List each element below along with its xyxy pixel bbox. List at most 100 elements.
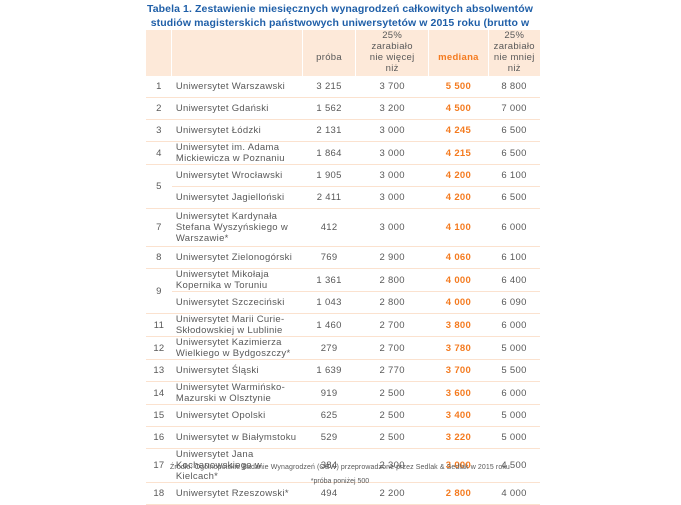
university-name: Uniwersytet Śląski bbox=[171, 359, 303, 382]
median-cell: 3 600 bbox=[428, 381, 489, 405]
median-cell: 3 800 bbox=[428, 313, 489, 337]
table-row: 18 Uniwersytet Rzeszowski* 494 2 200 2 8… bbox=[146, 482, 540, 505]
header-q1: 25% zarabiało nie więcej niż bbox=[355, 30, 430, 76]
table-row: Uniwersytet Jagielloński 2 411 3 000 4 2… bbox=[146, 186, 540, 209]
median-cell: 4 200 bbox=[428, 186, 489, 209]
rank-cell: 4 bbox=[146, 141, 172, 165]
header-sample: próba bbox=[302, 30, 356, 76]
table-header-row: próba 25% zarabiało nie więcej niż media… bbox=[146, 30, 540, 76]
q1-cell: 3 000 bbox=[355, 208, 429, 247]
sample-cell: 1 639 bbox=[302, 359, 356, 382]
rank-cell: 17 bbox=[146, 448, 172, 483]
q1-cell: 2 300 bbox=[355, 448, 429, 483]
sample-cell: 1 361 bbox=[302, 268, 356, 292]
median-cell: 3 000 bbox=[428, 448, 489, 483]
table-row: 16 Uniwersytet w Białymstoku 529 2 500 3… bbox=[146, 426, 540, 449]
q1-cell: 2 770 bbox=[355, 359, 429, 382]
q3-cell: 4 000 bbox=[488, 482, 540, 505]
q1-cell: 2 700 bbox=[355, 313, 429, 337]
rank-cell: 15 bbox=[146, 404, 172, 427]
q3-cell: 6 400 bbox=[488, 268, 540, 292]
median-cell: 3 400 bbox=[428, 404, 489, 427]
q1-cell: 2 200 bbox=[355, 482, 429, 505]
table-row: 15 Uniwersytet Opolski 625 2 500 3 400 5… bbox=[146, 404, 540, 427]
rank-cell: 18 bbox=[146, 482, 172, 505]
university-name: Uniwersytet Gdański bbox=[171, 97, 303, 120]
university-name: Uniwersytet Mikołaja Kopernika w Toruniu bbox=[171, 268, 303, 292]
median-cell: 4 215 bbox=[428, 141, 489, 165]
rank-cell: 14 bbox=[146, 381, 172, 405]
sample-cell: 494 bbox=[302, 482, 356, 505]
sample-cell: 384 bbox=[302, 448, 356, 483]
table-row: 14 Uniwersytet Warmińsko-Mazurski w Olsz… bbox=[146, 381, 540, 405]
sample-cell: 3 215 bbox=[302, 76, 356, 98]
table-row: 11 Uniwersytet Marii Curie-Skłodowskiej … bbox=[146, 313, 540, 337]
q3-cell: 5 000 bbox=[488, 426, 540, 449]
q3-cell: 5 500 bbox=[488, 359, 540, 382]
header-median: mediana bbox=[428, 30, 489, 76]
header-name bbox=[171, 30, 304, 76]
q1-cell: 3 000 bbox=[355, 119, 429, 142]
sample-cell: 2 411 bbox=[302, 186, 356, 209]
q1-cell: 2 500 bbox=[355, 404, 429, 427]
rank-cell: 5 bbox=[146, 164, 172, 209]
q1-cell: 3 000 bbox=[355, 186, 429, 209]
header-rank bbox=[146, 30, 173, 76]
median-cell: 3 700 bbox=[428, 359, 489, 382]
table-row: 2 Uniwersytet Gdański 1 562 3 200 4 500 … bbox=[146, 97, 540, 120]
q3-cell: 6 000 bbox=[488, 313, 540, 337]
table-row: 3 Uniwersytet Łódzki 2 131 3 000 4 245 6… bbox=[146, 119, 540, 142]
q1-cell: 3 000 bbox=[355, 164, 429, 187]
rank-cell: 2 bbox=[146, 97, 172, 120]
q1-cell: 3 000 bbox=[355, 141, 429, 165]
q1-cell: 3 200 bbox=[355, 97, 429, 120]
source-note: Źródło: Ogólnopolskie Badanie Wynagrodze… bbox=[170, 464, 510, 471]
median-cell: 4 060 bbox=[428, 246, 489, 269]
median-cell: 5 500 bbox=[428, 76, 489, 98]
median-cell: 4 100 bbox=[428, 208, 489, 247]
sample-cell: 1 562 bbox=[302, 97, 356, 120]
sample-cell: 625 bbox=[302, 404, 356, 427]
rank-cell: 8 bbox=[146, 246, 172, 269]
sample-cell: 1 905 bbox=[302, 164, 356, 187]
sample-cell: 529 bbox=[302, 426, 356, 449]
university-name: Uniwersytet Wrocławski bbox=[171, 164, 303, 187]
university-name: Uniwersytet w Białymstoku bbox=[171, 426, 303, 449]
q3-cell: 8 800 bbox=[488, 76, 540, 98]
q3-cell: 7 000 bbox=[488, 97, 540, 120]
median-cell: 4 500 bbox=[428, 97, 489, 120]
title-line-1: Tabela 1. Zestawienie miesięcznych wynag… bbox=[146, 3, 534, 15]
median-cell: 4 245 bbox=[428, 119, 489, 142]
rank-cell: 12 bbox=[146, 336, 172, 360]
sample-cell: 769 bbox=[302, 246, 356, 269]
rank-cell: 11 bbox=[146, 313, 172, 337]
sample-cell: 1 043 bbox=[302, 291, 356, 314]
q1-cell: 2 500 bbox=[355, 381, 429, 405]
table-row: 7 Uniwersytet Kardynała Stefana Wyszyńsk… bbox=[146, 208, 540, 247]
sample-cell: 1 460 bbox=[302, 313, 356, 337]
rank-cell: 7 bbox=[146, 208, 172, 247]
rank-cell: 13 bbox=[146, 359, 172, 382]
table-row: 5 Uniwersytet Wrocławski 1 905 3 000 4 2… bbox=[146, 164, 540, 209]
university-name: Uniwersytet Warszawski bbox=[171, 76, 303, 98]
q1-cell: 3 700 bbox=[355, 76, 429, 98]
median-cell: 4 200 bbox=[428, 164, 489, 187]
q3-cell: 6 100 bbox=[488, 164, 540, 187]
q3-cell: 6 000 bbox=[488, 208, 540, 247]
median-cell: 3 220 bbox=[428, 426, 489, 449]
university-name: Uniwersytet Jagielloński bbox=[171, 186, 303, 209]
sample-cell: 2 131 bbox=[302, 119, 356, 142]
median-cell: 3 780 bbox=[428, 336, 489, 360]
rank-cell: 16 bbox=[146, 426, 172, 449]
sample-cell: 1 864 bbox=[302, 141, 356, 165]
rank-cell: 3 bbox=[146, 119, 172, 142]
q1-cell: 2 800 bbox=[355, 268, 429, 292]
table-row: 9 Uniwersytet Mikołaja Kopernika w Torun… bbox=[146, 268, 540, 314]
university-name: Uniwersytet Rzeszowski* bbox=[171, 482, 303, 505]
rank-cell: 9 bbox=[146, 268, 172, 314]
q3-cell: 4 500 bbox=[488, 448, 540, 483]
salary-table: próba 25% zarabiało nie więcej niż media… bbox=[146, 30, 540, 505]
sample-cell: 412 bbox=[302, 208, 356, 247]
median-cell: 4 000 bbox=[428, 291, 489, 314]
q3-cell: 6 500 bbox=[488, 141, 540, 165]
